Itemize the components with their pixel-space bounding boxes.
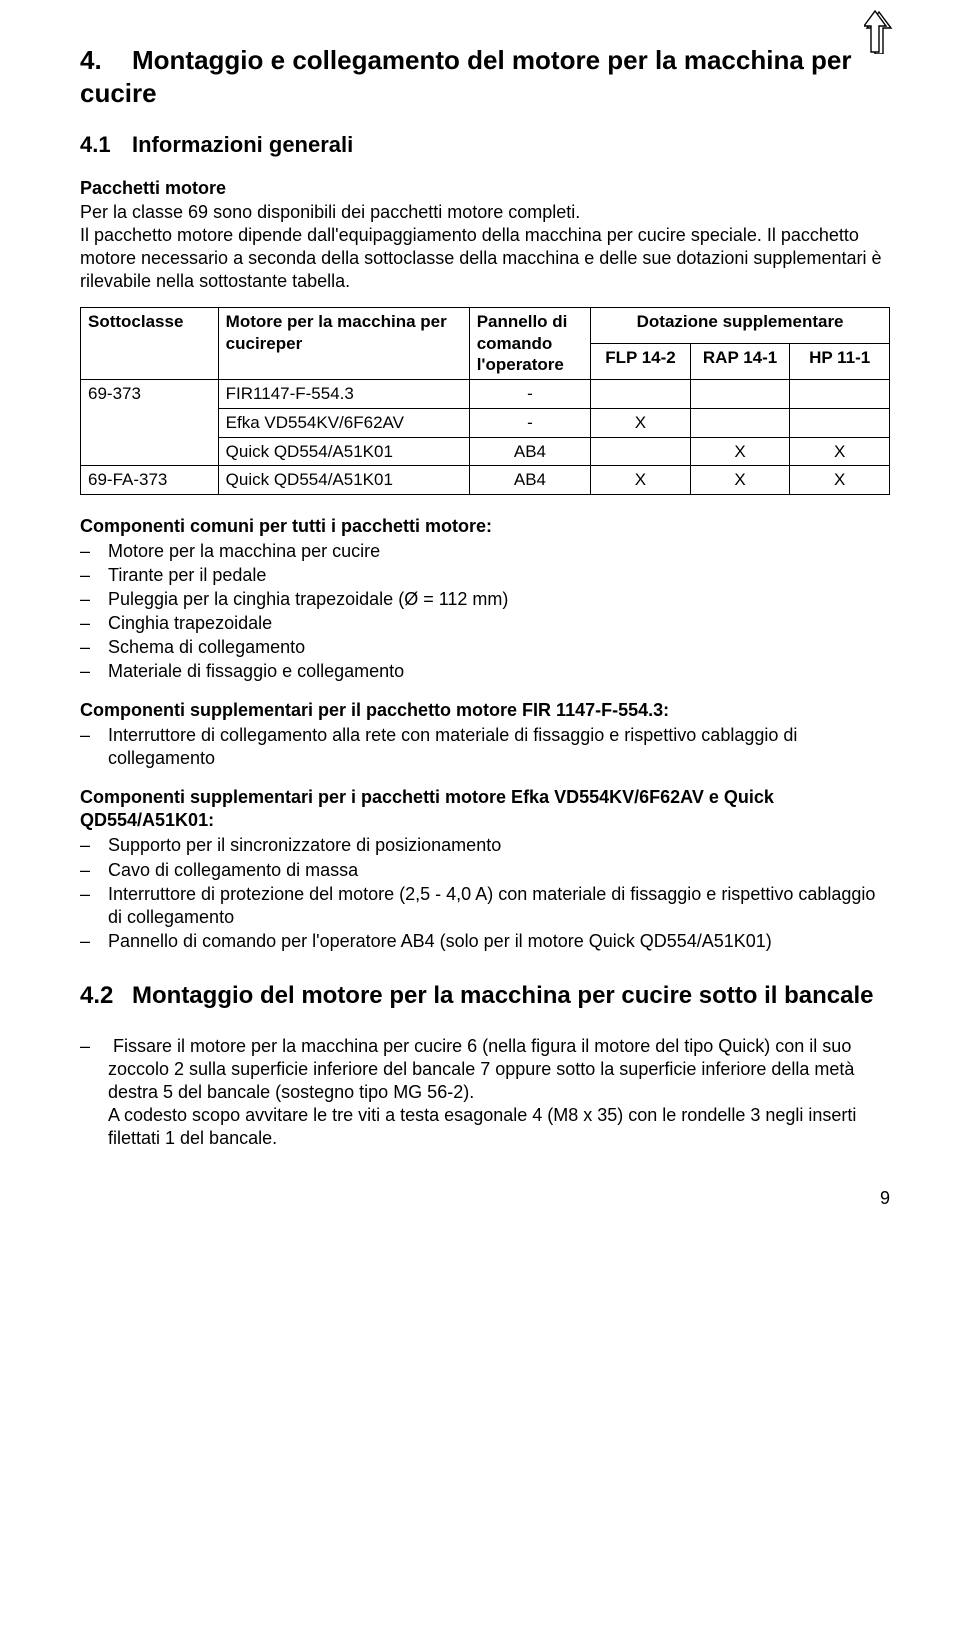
sec42-cont: A codesto scopo avvitare le tre viti a t… xyxy=(108,1104,890,1150)
list-item: Interruttore di protezione del motore (2… xyxy=(80,883,890,929)
cell-hp xyxy=(790,408,890,437)
cell-motor: FIR1147-F-554.3 xyxy=(218,380,469,409)
th-motor: Motore per la macchina per cucireper xyxy=(218,307,469,379)
sup-fir-block: Componenti supplementari per il pacchett… xyxy=(80,699,890,770)
section-4-2-title: Montaggio del motore per la macchina per… xyxy=(132,982,874,1009)
th-flp: FLP 14-2 xyxy=(591,343,691,379)
list-item: Fissare il motore per la macchina per cu… xyxy=(80,1035,890,1150)
th-panel: Pannello di comando l'operatore xyxy=(469,307,590,379)
section-4-1-number: 4.1 xyxy=(80,131,132,159)
list-item: Supporto per il sincronizzatore di posiz… xyxy=(80,834,890,857)
sup-eq-head: Componenti supplementari per i pacchetti… xyxy=(80,786,890,832)
page-number: 9 xyxy=(80,1187,890,1210)
table-row: 69-373 FIR1147-F-554.3 - xyxy=(81,380,890,409)
section-4-2-heading: 4.2Montaggio del motore per la macchina … xyxy=(80,981,890,1012)
list-item: Tirante per il pedale xyxy=(80,564,890,587)
th-hp: HP 11-1 xyxy=(790,343,890,379)
section-4-title: Montaggio e collegamento del motore per … xyxy=(80,45,851,108)
sup-fir-list: Interruttore di collegamento alla rete c… xyxy=(80,724,890,770)
motor-table: Sottoclasse Motore per la macchina per c… xyxy=(80,307,890,495)
cell-rap: X xyxy=(690,437,790,466)
list-item: Cinghia trapezoidale xyxy=(80,612,890,635)
list-item: Schema di collegamento xyxy=(80,636,890,659)
section-4-1-title: Informazioni generali xyxy=(132,132,353,157)
cell-subclass: 69-373 xyxy=(81,380,219,466)
cell-flp xyxy=(591,437,691,466)
cell-subclass: 69-FA-373 xyxy=(81,466,219,495)
cell-rap: X xyxy=(690,466,790,495)
th-subclass: Sottoclasse xyxy=(81,307,219,379)
cell-hp: X xyxy=(790,466,890,495)
cell-motor: Efka VD554KV/6F62AV xyxy=(218,408,469,437)
cell-rap xyxy=(690,380,790,409)
cell-panel: - xyxy=(469,408,590,437)
cell-flp: X xyxy=(591,466,691,495)
cell-flp: X xyxy=(591,408,691,437)
cell-panel: AB4 xyxy=(469,466,590,495)
common-components-list: Motore per la macchina per cucire Tirant… xyxy=(80,540,890,683)
cell-motor: Quick QD554/A51K01 xyxy=(218,466,469,495)
section-4-1-heading: 4.1Informazioni generali xyxy=(80,131,890,159)
section-4-2-number: 4.2 xyxy=(80,981,132,1012)
list-item: Materiale di fissaggio e collegamento xyxy=(80,660,890,683)
list-item: Puleggia per la cinghia trapezoidale (Ø … xyxy=(80,588,890,611)
motor-packs-head: Pacchetti motore xyxy=(80,177,890,200)
list-item: Cavo di collegamento di massa xyxy=(80,859,890,882)
motor-packs-block: Pacchetti motore Per la classe 69 sono d… xyxy=(80,177,890,293)
motor-packs-p1: Per la classe 69 sono disponibili dei pa… xyxy=(80,201,890,224)
common-components-head: Componenti comuni per tutti i pacchetti … xyxy=(80,515,890,538)
cell-rap xyxy=(690,408,790,437)
section-4-heading: 4.Montaggio e collegamento del motore pe… xyxy=(80,44,890,111)
motor-table-wrap: Sottoclasse Motore per la macchina per c… xyxy=(80,307,890,495)
th-rap: RAP 14-1 xyxy=(690,343,790,379)
table-row: 69-FA-373 Quick QD554/A51K01 AB4 X X X xyxy=(81,466,890,495)
sup-eq-list: Supporto per il sincronizzatore di posiz… xyxy=(80,834,890,952)
cell-motor: Quick QD554/A51K01 xyxy=(218,437,469,466)
sup-fir-head: Componenti supplementari per il pacchett… xyxy=(80,699,890,722)
motor-packs-p2: Il pacchetto motore dipende dall'equipag… xyxy=(80,224,890,293)
section-4-number: 4. xyxy=(80,44,132,77)
list-item: Interruttore di collegamento alla rete c… xyxy=(80,724,890,770)
th-dotazione: Dotazione supplementare xyxy=(591,307,890,343)
cell-flp xyxy=(591,380,691,409)
up-arrow-icon xyxy=(864,10,894,60)
list-item: Motore per la macchina per cucire xyxy=(80,540,890,563)
cell-hp xyxy=(790,380,890,409)
sec42-item1: Fissare il motore per la macchina per cu… xyxy=(108,1036,854,1102)
sup-eq-block: Componenti supplementari per i pacchetti… xyxy=(80,786,890,952)
common-components-block: Componenti comuni per tutti i pacchetti … xyxy=(80,515,890,683)
section-4-2-list: Fissare il motore per la macchina per cu… xyxy=(80,1035,890,1150)
cell-hp: X xyxy=(790,437,890,466)
list-item: Pannello di comando per l'operatore AB4 … xyxy=(80,930,890,953)
cell-panel: AB4 xyxy=(469,437,590,466)
cell-panel: - xyxy=(469,380,590,409)
